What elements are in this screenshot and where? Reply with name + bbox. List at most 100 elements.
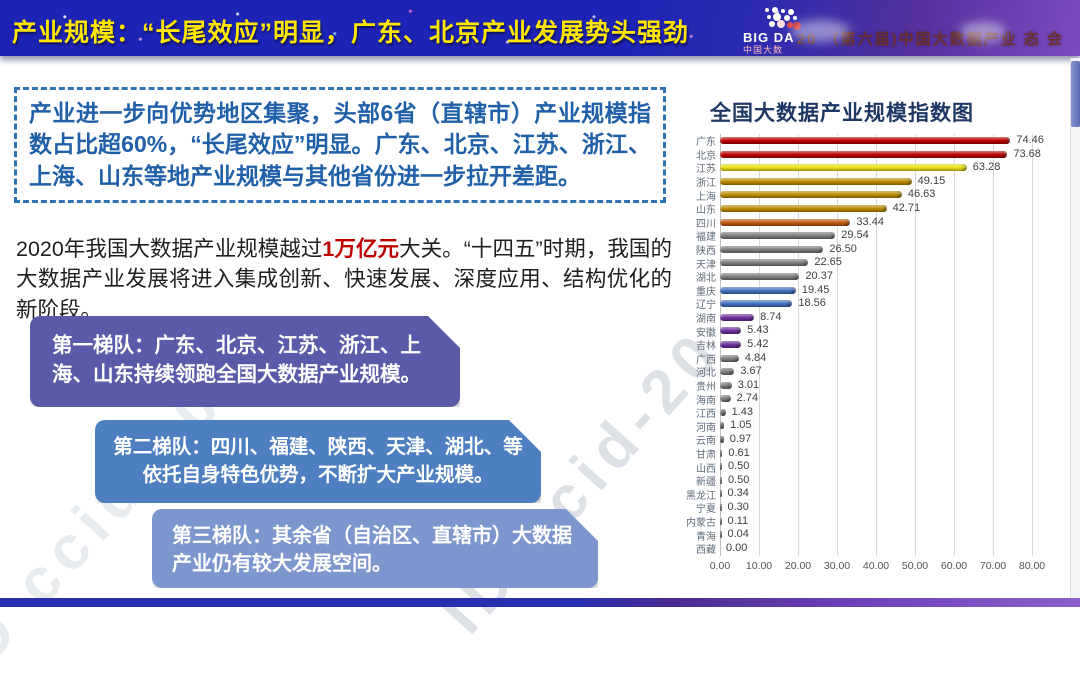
bar-row: 重庆 19.45 xyxy=(668,284,1072,298)
blur-smudge xyxy=(960,22,1006,42)
category-label: 重庆 xyxy=(696,286,716,298)
category-label: 甘肃 xyxy=(696,449,716,461)
x-tick-label: 50.00 xyxy=(901,560,929,572)
bar-track: 0.50 xyxy=(720,474,1072,488)
bar xyxy=(720,354,739,362)
slide-header: 产业规模：“长尾效应”明显，广东、北京产业发展势头强劲 BIG DA 中国大数 … xyxy=(0,0,1080,56)
value-label: 1.05 xyxy=(730,419,752,432)
value-label: 8.74 xyxy=(760,310,782,323)
category-label: 山西 xyxy=(696,463,716,475)
bar-row: 四川 33.44 xyxy=(668,216,1072,230)
value-label: 49.15 xyxy=(917,174,946,187)
bar-chart: 广东 74.46 北京 73.68 江苏 63.28 浙江 49.15 上海 46.63 山东 42.… xyxy=(668,134,1072,556)
category-label: 北京 xyxy=(696,150,716,162)
scrollbar-thumb[interactable] xyxy=(1071,61,1080,127)
bar-row: 陕西 26.50 xyxy=(668,243,1072,257)
value-label: 26.50 xyxy=(829,242,857,255)
bar xyxy=(720,340,742,348)
value-label: 0.97 xyxy=(729,433,752,446)
value-label: 0.30 xyxy=(727,501,749,514)
bar-track: 2.74 xyxy=(720,392,1072,406)
value-label: 3.01 xyxy=(737,378,760,391)
vertical-scrollbar[interactable] xyxy=(1070,58,1080,598)
bar-track: 26.50 xyxy=(720,243,1072,257)
value-label: 5.42 xyxy=(747,337,769,350)
bar-track: 0.04 xyxy=(720,528,1072,542)
bar-track: 5.42 xyxy=(720,338,1072,352)
category-label: 上海 xyxy=(696,191,716,203)
bar xyxy=(720,150,1008,158)
category-label: 四川 xyxy=(696,218,716,230)
bar xyxy=(720,313,755,321)
bar-track: 46.63 xyxy=(720,188,1072,202)
x-tick-label: 20.00 xyxy=(784,560,812,572)
value-label: 0.00 xyxy=(726,541,748,554)
bar-track: 1.43 xyxy=(720,406,1072,420)
key-finding-callout: 产业进一步向优势地区集聚，头部6省（直辖市）产业规模指数占比超60%，“长尾效应… xyxy=(14,87,666,203)
category-label: 安徽 xyxy=(696,327,716,339)
bar xyxy=(720,327,742,335)
value-label: 63.28 xyxy=(972,161,1001,174)
bar-track: 63.28 xyxy=(720,161,1072,175)
body-paragraph: 2020年我国大数据产业规模越过1万亿元大关。“十四五”时期，我国的大数据产业发… xyxy=(16,234,672,326)
bar-track: 74.46 xyxy=(720,134,1072,148)
bar-track: 0.34 xyxy=(720,487,1072,501)
bar xyxy=(720,245,824,253)
bar xyxy=(720,232,836,240)
value-label: 42.71 xyxy=(892,201,921,214)
bar xyxy=(720,259,809,267)
bar xyxy=(720,218,851,226)
bar-track: 22.65 xyxy=(720,256,1072,270)
gridline xyxy=(993,134,994,556)
bar xyxy=(720,381,732,389)
bar xyxy=(720,517,722,525)
value-label: 1.43 xyxy=(731,405,753,418)
category-label: 天津 xyxy=(696,259,716,271)
category-label: 河北 xyxy=(696,368,716,380)
value-label: 73.68 xyxy=(1013,147,1041,160)
value-label: 0.11 xyxy=(727,514,749,527)
logo-subtext: 中国大数 xyxy=(743,45,784,55)
category-label: 内蒙古 xyxy=(686,517,716,529)
category-label: 陕西 xyxy=(696,246,716,258)
bar-track: 0.11 xyxy=(720,515,1072,529)
x-tick-label: 80.00 xyxy=(1018,560,1046,572)
bar xyxy=(720,449,723,457)
bar xyxy=(720,531,722,539)
bar-track: 19.45 xyxy=(720,284,1072,298)
category-label: 新疆 xyxy=(696,477,716,489)
bar-track: 29.54 xyxy=(720,229,1072,243)
bar-row: 安徽 5.43 xyxy=(668,324,1072,338)
bar-row: 甘肃 0.61 xyxy=(668,447,1072,461)
x-tick-label: 70.00 xyxy=(979,560,1007,572)
bar-row: 天津 22.65 xyxy=(668,256,1072,270)
value-label: 0.04 xyxy=(727,528,749,541)
bar-row: 河南 1.05 xyxy=(668,419,1072,433)
category-label: 湖北 xyxy=(696,273,716,285)
bar xyxy=(720,300,793,308)
category-label: 湖南 xyxy=(696,314,716,326)
bar-track: 20.37 xyxy=(720,270,1072,284)
bar-row: 北京 73.68 xyxy=(668,148,1072,162)
bar-track: 3.01 xyxy=(720,379,1072,393)
bar xyxy=(720,164,967,172)
bar-row: 山东 42.71 xyxy=(668,202,1072,216)
category-label: 云南 xyxy=(696,436,716,448)
gridline xyxy=(1032,134,1033,556)
bar xyxy=(720,191,902,199)
bar-track: 0.00 xyxy=(720,542,1072,556)
event-title: 20 （第六届)中国大数据产业 态 会 xyxy=(796,31,1064,48)
gridline xyxy=(837,134,838,556)
gridline xyxy=(954,134,955,556)
value-label: 74.46 xyxy=(1016,134,1044,146)
bar xyxy=(720,395,731,403)
value-label: 20.37 xyxy=(805,269,833,282)
big-data-logo: BIG DA 中国大数 xyxy=(735,6,825,55)
bar-row: 云南 0.97 xyxy=(668,433,1072,447)
bar-row: 海南 2.74 xyxy=(668,392,1072,406)
bar xyxy=(720,408,726,416)
tier2-banner: 第二梯队：四川、福建、陕西、天津、湖北、等依托自身特色优势，不断扩大产业规模。 xyxy=(95,420,541,503)
gridline xyxy=(798,134,799,556)
bar-row: 新疆 0.50 xyxy=(668,474,1072,488)
bar-row: 江西 1.43 xyxy=(668,406,1072,420)
